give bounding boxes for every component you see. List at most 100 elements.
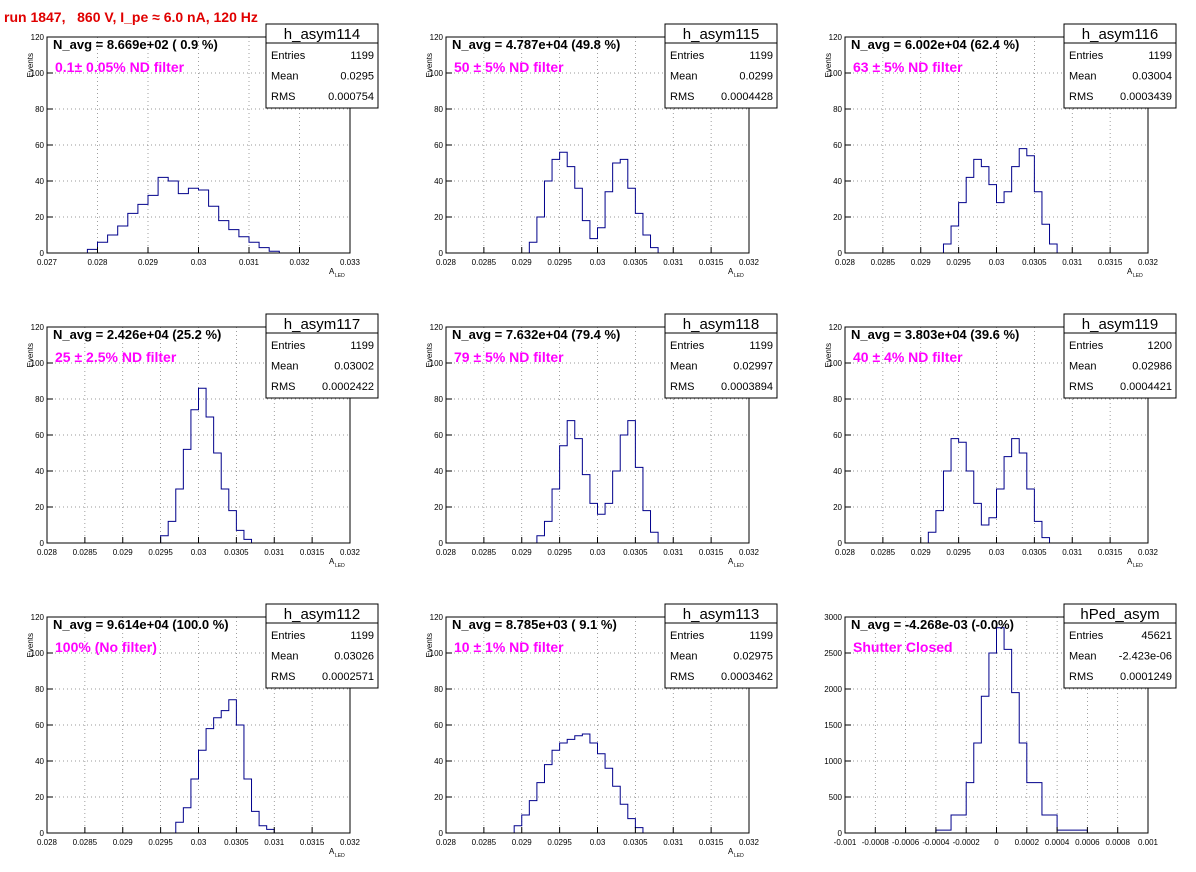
stats-label: RMS <box>271 381 295 393</box>
y-tick-label: 40 <box>434 757 443 766</box>
x-tick-label: 0.028 <box>436 548 457 557</box>
y-tick-label: 120 <box>829 323 843 332</box>
y-tick-label: 100 <box>430 359 444 368</box>
x-axis-title: A <box>1127 557 1133 566</box>
stats-label: RMS <box>1069 381 1093 393</box>
stats-value: -2.423e-06 <box>1119 651 1172 663</box>
y-tick-label: 0 <box>40 539 45 548</box>
stats-label: Entries <box>1069 340 1104 352</box>
stats-value: 1199 <box>350 50 374 62</box>
navg-annotation: N_avg = -4.268e-03 (-0.0%) <box>851 617 1014 632</box>
x-tick-label: 0.0315 <box>699 258 724 267</box>
stats-label: RMS <box>1069 671 1093 683</box>
y-tick-label: 40 <box>35 177 44 186</box>
x-tick-label: 0.03 <box>191 548 207 557</box>
y-tick-label: 120 <box>829 33 843 42</box>
y-tick-label: 80 <box>434 395 443 404</box>
stats-value: 1199 <box>749 340 773 352</box>
stats-label: Mean <box>1069 71 1097 83</box>
x-tick-label: -0.001 <box>834 838 857 847</box>
histogram-panel-h_asym112: 0.028 0.0285 0.029 0.0295 0.03 0.0305 0.031 0.0… <box>26 603 379 859</box>
x-tick-label: 0.029 <box>113 548 134 557</box>
x-tick-label: 0.0285 <box>472 838 497 847</box>
x-tick-label: 0.0315 <box>1098 548 1123 557</box>
stats-value: 0.0295 <box>340 71 374 83</box>
histogram-series-h_asym117 <box>153 387 253 544</box>
x-tick-label: 0.029 <box>911 258 932 267</box>
filter-annotation: 40 ± 4% ND filter <box>853 349 963 365</box>
stats-label: Entries <box>271 50 306 62</box>
x-tick-label: 0.029 <box>138 258 159 267</box>
x-tick-label: 0.029 <box>911 548 932 557</box>
y-axis-title: Events <box>824 343 833 367</box>
x-tick-label: -0.0006 <box>892 838 920 847</box>
x-tick-label: 0.031 <box>1062 548 1083 557</box>
histogram-name: h_asym112 <box>284 606 360 623</box>
stats-value: 0.02997 <box>733 361 773 373</box>
x-tick-label: 0.028 <box>436 838 457 847</box>
x-axis-title: A <box>329 557 335 566</box>
stats-label: Entries <box>1069 50 1104 62</box>
stats-box <box>265 313 379 399</box>
x-tick-label: 0.032 <box>289 258 310 267</box>
stats-value: 1199 <box>350 340 374 352</box>
filter-annotation: 79 ± 5% ND filter <box>454 349 564 365</box>
y-tick-label: 100 <box>31 69 45 78</box>
x-tick-label: 0.0008 <box>1105 838 1130 847</box>
histogram-series-hPed_asym <box>905 627 1088 834</box>
y-tick-label: 80 <box>35 105 44 114</box>
navg-annotation: N_avg = 2.426e+04 (25.2 %) <box>53 327 221 342</box>
filter-annotation: 25 ± 2.5% ND filter <box>55 349 177 365</box>
stats-box <box>1063 313 1177 399</box>
x-tick-label: 0.0315 <box>1098 258 1123 267</box>
stats-value: 0.03004 <box>1132 71 1172 83</box>
histogram-name: h_asym116 <box>1082 26 1158 43</box>
x-axis-title: A <box>728 847 734 856</box>
y-tick-label: 20 <box>434 793 443 802</box>
stats-value: 0.0002422 <box>322 381 374 393</box>
y-axis-title: Events <box>26 633 35 657</box>
y-tick-label: 120 <box>430 323 444 332</box>
y-tick-label: 60 <box>35 431 44 440</box>
filter-annotation: Shutter Closed <box>853 639 953 655</box>
histogram-series-h_asym112 <box>160 699 275 834</box>
y-tick-label: 20 <box>434 213 443 222</box>
histogram-name: h_asym119 <box>1082 316 1158 333</box>
y-tick-label: 40 <box>434 177 443 186</box>
filter-annotation: 0.1± 0.05% ND filter <box>55 59 185 75</box>
x-tick-label: 0.028 <box>835 258 856 267</box>
y-tick-label: 2000 <box>824 685 842 694</box>
x-axis-title-subscript: LED <box>335 853 345 859</box>
x-axis-title-subscript: LED <box>335 273 345 279</box>
stats-label: Mean <box>271 71 299 83</box>
y-tick-label: 0 <box>40 249 45 258</box>
y-tick-label: 80 <box>833 105 842 114</box>
x-tick-label: 0.031 <box>663 838 684 847</box>
stats-label: Entries <box>1069 630 1104 642</box>
y-tick-label: 40 <box>35 757 44 766</box>
stats-label: Mean <box>670 71 698 83</box>
y-tick-label: 0 <box>439 249 444 258</box>
y-tick-label: 20 <box>833 503 842 512</box>
stats-value: 0.02975 <box>733 651 773 663</box>
stats-value: 0.0003439 <box>1120 91 1172 103</box>
y-tick-label: 100 <box>31 359 45 368</box>
histogram-name: h_asym113 <box>683 606 759 623</box>
y-tick-label: 60 <box>35 141 44 150</box>
x-axis-title: A <box>728 557 734 566</box>
stats-label: Mean <box>670 651 698 663</box>
stats-label: RMS <box>271 671 295 683</box>
navg-annotation: N_avg = 8.669e+02 ( 0.9 %) <box>53 37 218 52</box>
x-tick-label: 0.0305 <box>623 548 648 557</box>
y-tick-label: 0 <box>439 829 444 838</box>
y-tick-label: 60 <box>833 431 842 440</box>
x-tick-label: 0.032 <box>1138 548 1159 557</box>
x-tick-label: 0.0295 <box>547 548 572 557</box>
y-tick-label: 100 <box>430 69 444 78</box>
x-tick-label: 0.032 <box>340 548 361 557</box>
x-tick-label: -0.0008 <box>862 838 890 847</box>
histogram-panel-h_asym114: 0.027 0.028 0.029 0.03 0.031 0.032 0.033 0 20 40 6… <box>26 23 379 279</box>
x-axis-title: A <box>728 267 734 276</box>
histogram-panel-h_asym119: 0.028 0.0285 0.029 0.0295 0.03 0.0305 0.031 0.0… <box>824 313 1177 569</box>
y-tick-label: 120 <box>430 33 444 42</box>
